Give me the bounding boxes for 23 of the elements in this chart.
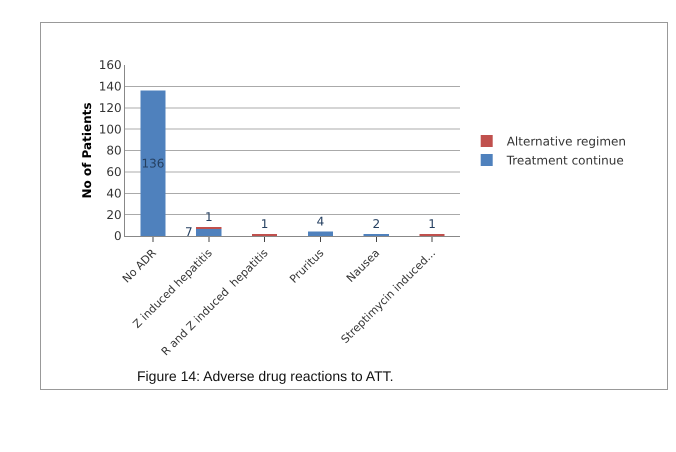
y-tick-label: 20 bbox=[106, 208, 122, 222]
legend-label: Alternative regimen bbox=[506, 134, 626, 149]
data-label: 4 bbox=[316, 214, 324, 229]
y-axis-title: No of Patients bbox=[80, 102, 94, 199]
data-label: 136 bbox=[141, 156, 164, 170]
bar bbox=[308, 232, 333, 236]
y-tick-label: 60 bbox=[106, 165, 122, 180]
data-label: 1 bbox=[260, 217, 268, 231]
y-tick-label: 140 bbox=[98, 80, 122, 94]
y-tick-label: 0 bbox=[114, 229, 122, 244]
y-tick-label: 40 bbox=[106, 186, 122, 200]
bar bbox=[140, 90, 166, 236]
data-label: 7 bbox=[185, 225, 193, 239]
data-label: 1 bbox=[428, 217, 436, 231]
caption: Figure 14: Adverse drug reactions to ATT. bbox=[137, 368, 394, 384]
y-tick-label: 160 bbox=[98, 58, 122, 72]
bar bbox=[196, 228, 222, 236]
y-tick-label: 100 bbox=[98, 122, 122, 136]
data-label: 1 bbox=[204, 210, 213, 224]
y-tick-label: 120 bbox=[98, 100, 122, 115]
y-tick-label: 80 bbox=[106, 144, 122, 158]
data-label: 2 bbox=[372, 216, 380, 231]
legend-label: Treatment continue bbox=[506, 154, 624, 168]
